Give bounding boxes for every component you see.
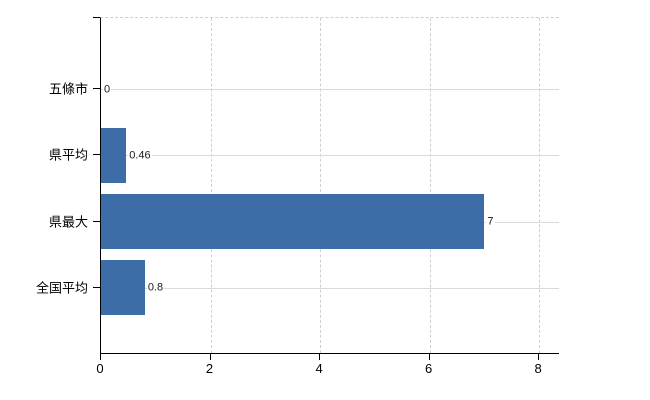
x-axis-tick — [100, 354, 101, 360]
value-label: 0.46 — [128, 149, 152, 163]
bar — [101, 194, 485, 250]
gridline-horizontal — [101, 89, 559, 90]
gridline-vertical — [210, 18, 212, 353]
x-axis-tick — [428, 354, 430, 360]
category-label: 県最大 — [48, 214, 88, 230]
x-tick-label: 6 — [425, 361, 433, 376]
y-axis-tick — [93, 154, 100, 156]
x-tick-label: 4 — [315, 361, 323, 376]
x-tick-label: 2 — [205, 361, 214, 376]
value-label: 0 — [103, 83, 112, 96]
x-axis-tick — [209, 354, 211, 360]
x-axis-tick — [538, 354, 540, 360]
y-axis-tick — [93, 88, 100, 89]
gridline-horizontal — [101, 287, 559, 289]
value-label: 7 — [486, 215, 495, 229]
x-tick-label: 8 — [534, 361, 542, 376]
category-label: 県平均 — [48, 147, 88, 163]
x-tick-label: 0 — [96, 361, 104, 376]
x-axis-tick — [319, 354, 321, 360]
gridline-vertical — [539, 18, 541, 353]
y-axis-tick — [93, 286, 100, 288]
plot-area: 0 0.46 7 0.8 — [100, 17, 559, 354]
gridline-vertical — [320, 18, 322, 353]
bar — [101, 127, 127, 183]
value-label: 0.8 — [146, 281, 165, 295]
gridline-horizontal — [101, 155, 559, 157]
y-axis-end-tick — [93, 17, 100, 18]
bar — [101, 260, 145, 316]
gridline-vertical — [429, 18, 431, 353]
y-axis-tick — [93, 220, 100, 222]
category-label: 全国平均 — [35, 280, 88, 296]
category-label: 五條市 — [48, 81, 88, 97]
